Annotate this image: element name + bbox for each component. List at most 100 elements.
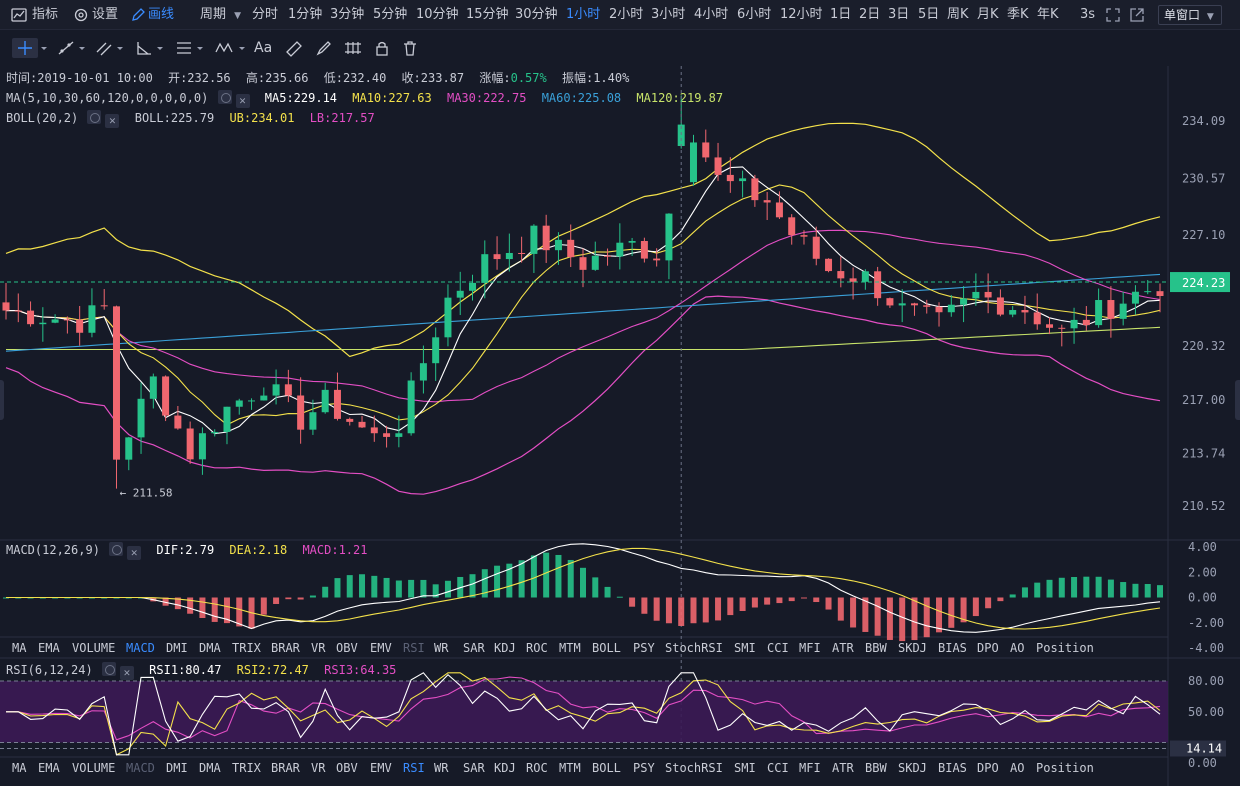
tab-dpo[interactable]: DPO bbox=[977, 761, 999, 775]
tab-ema[interactable]: EMA bbox=[38, 761, 60, 775]
macd-settings-icon[interactable] bbox=[109, 542, 124, 556]
tab-ema[interactable]: EMA bbox=[38, 641, 60, 655]
crosshair-icon[interactable] bbox=[12, 38, 38, 58]
tab-smi[interactable]: SMI bbox=[734, 761, 756, 775]
chart-canvas[interactable]: ← 211.58 234.09230.57227.10220.32217.002… bbox=[0, 66, 1240, 786]
caret-down-icon[interactable] bbox=[238, 38, 246, 58]
interval-10[interactable]: 4小时 bbox=[694, 7, 729, 22]
tab-emv[interactable]: EMV bbox=[370, 641, 392, 655]
right-panel-handle[interactable] bbox=[1235, 380, 1240, 420]
caret-down-icon[interactable] bbox=[78, 38, 86, 58]
interval-19[interactable]: 季K bbox=[1007, 7, 1029, 22]
tab-dma[interactable]: DMA bbox=[199, 761, 221, 775]
period-dropdown[interactable]: 周期 ▼ bbox=[200, 6, 241, 24]
tab-mtm[interactable]: MTM bbox=[559, 641, 581, 655]
interval-15[interactable]: 3日 bbox=[888, 7, 910, 22]
left-panel-handle[interactable] bbox=[0, 380, 4, 420]
interval-3[interactable]: 5分钟 bbox=[373, 7, 408, 22]
interval-14[interactable]: 2日 bbox=[859, 7, 881, 22]
tab-stochrsi[interactable]: StochRSI bbox=[665, 641, 723, 655]
tab-skdj[interactable]: SKDJ bbox=[898, 761, 927, 775]
tab-smi[interactable]: SMI bbox=[734, 641, 756, 655]
settings-button[interactable]: 设置 bbox=[92, 7, 119, 22]
tab-sar[interactable]: SAR bbox=[463, 761, 485, 775]
interval-9[interactable]: 3小时 bbox=[651, 7, 686, 22]
text-tool-icon[interactable]: Aa bbox=[254, 40, 273, 56]
interval-5[interactable]: 15分钟 bbox=[466, 7, 509, 22]
refresh-rate[interactable]: 3s bbox=[1080, 7, 1096, 22]
interval-2[interactable]: 3分钟 bbox=[330, 7, 365, 22]
popout-icon[interactable] bbox=[1128, 6, 1146, 24]
caret-down-icon[interactable] bbox=[116, 38, 124, 58]
tab-atr[interactable]: ATR bbox=[832, 641, 854, 655]
pencil-icon[interactable] bbox=[129, 6, 147, 24]
tab-bbw[interactable]: BBW bbox=[865, 641, 887, 655]
tab-stochrsi[interactable]: StochRSI bbox=[665, 761, 723, 775]
interval-4[interactable]: 10分钟 bbox=[416, 7, 459, 22]
tab-psy[interactable]: PSY bbox=[633, 641, 655, 655]
tab-bias[interactable]: BIAS bbox=[938, 641, 967, 655]
tab-dpo[interactable]: DPO bbox=[977, 641, 999, 655]
tab-boll[interactable]: BOLL bbox=[592, 761, 621, 775]
tab-roc[interactable]: ROC bbox=[526, 641, 548, 655]
tab-brar[interactable]: BRAR bbox=[271, 641, 300, 655]
indicator-button[interactable]: 指标 bbox=[32, 7, 59, 22]
tab-dmi[interactable]: DMI bbox=[166, 761, 188, 775]
tab-sar[interactable]: SAR bbox=[463, 641, 485, 655]
interval-13[interactable]: 1日 bbox=[830, 7, 852, 22]
wave-pattern-icon[interactable] bbox=[214, 38, 236, 58]
tab-mtm[interactable]: MTM bbox=[559, 761, 581, 775]
tab-ma[interactable]: MA bbox=[12, 761, 27, 775]
boll-close-icon[interactable]: ✕ bbox=[105, 114, 120, 128]
tab-macd[interactable]: MACD bbox=[126, 761, 155, 775]
lock-icon[interactable] bbox=[372, 38, 392, 58]
magnet-icon[interactable] bbox=[342, 38, 364, 58]
trend-line-icon[interactable] bbox=[56, 38, 76, 58]
tab-boll[interactable]: BOLL bbox=[592, 641, 621, 655]
ma-close-icon[interactable]: ✕ bbox=[235, 94, 250, 108]
tab-ao[interactable]: AO bbox=[1010, 761, 1025, 775]
tab-position[interactable]: Position bbox=[1036, 761, 1094, 775]
tab-ma[interactable]: MA bbox=[12, 641, 27, 655]
tab-mfi[interactable]: MFI bbox=[799, 761, 821, 775]
indicator-icon[interactable] bbox=[10, 6, 28, 24]
window-mode-select[interactable]: 单窗口 ▼ bbox=[1158, 5, 1222, 25]
channel-line-icon[interactable] bbox=[94, 38, 114, 58]
tab-volume[interactable]: VOLUME bbox=[72, 761, 116, 775]
interval-6[interactable]: 30分钟 bbox=[515, 7, 558, 22]
tab-wr[interactable]: WR bbox=[434, 761, 449, 775]
ma-settings-icon[interactable] bbox=[217, 90, 232, 104]
tab-kdj[interactable]: KDJ bbox=[494, 641, 516, 655]
interval-17[interactable]: 周K bbox=[947, 7, 969, 22]
tab-trix[interactable]: TRIX bbox=[232, 761, 261, 775]
interval-8[interactable]: 2小时 bbox=[609, 7, 644, 22]
trash-icon[interactable] bbox=[400, 38, 420, 58]
interval-20[interactable]: 年K bbox=[1037, 7, 1059, 22]
fibonacci-icon[interactable] bbox=[174, 38, 194, 58]
interval-12[interactable]: 12小时 bbox=[780, 7, 823, 22]
tab-obv[interactable]: OBV bbox=[336, 641, 358, 655]
tab-rsi[interactable]: RSI bbox=[403, 761, 425, 775]
draw-line-button[interactable]: 画线 bbox=[148, 7, 175, 22]
tab-cci[interactable]: CCI bbox=[767, 761, 789, 775]
tab-roc[interactable]: ROC bbox=[526, 761, 548, 775]
tab-vr[interactable]: VR bbox=[311, 641, 326, 655]
caret-down-icon[interactable] bbox=[156, 38, 164, 58]
interval-11[interactable]: 6小时 bbox=[737, 7, 772, 22]
tab-skdj[interactable]: SKDJ bbox=[898, 641, 927, 655]
tab-ao[interactable]: AO bbox=[1010, 641, 1025, 655]
tab-mfi[interactable]: MFI bbox=[799, 641, 821, 655]
tab-emv[interactable]: EMV bbox=[370, 761, 392, 775]
caret-down-icon[interactable] bbox=[196, 38, 204, 58]
tab-vr[interactable]: VR bbox=[311, 761, 326, 775]
tab-bias[interactable]: BIAS bbox=[938, 761, 967, 775]
boll-settings-icon[interactable] bbox=[87, 110, 102, 124]
interval-7[interactable]: 1小时 bbox=[566, 7, 601, 22]
settings-gear-icon[interactable] bbox=[72, 6, 90, 24]
rsi-close-icon[interactable]: ✕ bbox=[119, 666, 134, 680]
tab-cci[interactable]: CCI bbox=[767, 641, 789, 655]
fullscreen-icon[interactable] bbox=[1104, 6, 1122, 24]
ruler-icon[interactable] bbox=[284, 38, 304, 58]
interval-1[interactable]: 1分钟 bbox=[288, 7, 323, 22]
tab-rsi[interactable]: RSI bbox=[403, 641, 425, 655]
